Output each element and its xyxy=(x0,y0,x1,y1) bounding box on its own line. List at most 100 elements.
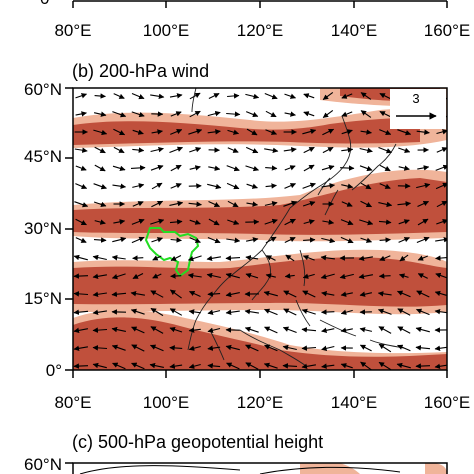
wind-vector xyxy=(301,308,316,315)
wind-vector xyxy=(111,344,126,351)
panel-b-y-tick-0: 0° xyxy=(45,361,62,380)
wind-vector xyxy=(379,183,391,189)
wind-vector xyxy=(360,110,372,118)
wind-vector xyxy=(245,255,259,261)
wind-vector xyxy=(360,182,372,190)
wind-vector xyxy=(416,129,430,135)
wind-vector xyxy=(73,363,89,369)
wind-vector xyxy=(264,92,278,100)
wind-vector xyxy=(93,183,107,190)
panel-b-frame xyxy=(65,87,448,378)
wind-vector xyxy=(227,93,240,99)
wind-vector xyxy=(151,237,164,243)
wind-vector xyxy=(227,219,240,225)
wind-vector xyxy=(284,218,296,226)
wind-vector xyxy=(340,363,353,369)
wind-vector xyxy=(132,147,145,153)
wind-vector xyxy=(282,363,298,369)
wind-vector xyxy=(321,164,335,171)
wind-vector xyxy=(436,219,447,225)
wind-vector xyxy=(379,237,391,243)
wind-vector xyxy=(149,362,165,369)
wind-vector xyxy=(321,345,335,352)
wind-vector xyxy=(416,236,430,244)
wind-vector xyxy=(244,308,259,315)
wind-vector xyxy=(265,236,277,244)
wind-vector xyxy=(396,362,411,369)
wind-vector xyxy=(359,291,373,297)
wind-vector xyxy=(75,111,87,117)
wind-vector xyxy=(75,165,87,171)
wind-vector xyxy=(358,255,373,262)
wind-vector xyxy=(188,201,202,207)
wind-vector xyxy=(169,345,183,351)
wind-vector xyxy=(151,129,163,135)
wind-vector xyxy=(378,273,391,279)
wind-vector xyxy=(188,128,203,135)
wind-vector xyxy=(321,183,336,189)
wind-vector xyxy=(263,308,278,316)
wind-vector xyxy=(322,219,335,225)
wind-vector xyxy=(264,218,278,225)
wind-vector xyxy=(264,344,278,352)
wind-vector xyxy=(170,164,182,172)
wind-vector xyxy=(246,128,258,136)
wind-vector xyxy=(73,345,88,352)
wind-vector xyxy=(398,237,410,243)
top-x-tick-120: 120°E xyxy=(236,21,284,40)
wind-vector xyxy=(284,183,297,189)
wind-vector xyxy=(131,326,145,334)
wind-vector xyxy=(397,344,411,352)
top-x-tick-100: 100°E xyxy=(142,21,190,40)
wind-vector xyxy=(358,273,374,280)
wind-vector xyxy=(169,308,183,316)
top-partial-y-tick: 0 xyxy=(40,0,49,7)
wind-vector xyxy=(112,111,127,118)
wind-vector xyxy=(150,307,164,317)
panel-b-x-tick-140: 140°E xyxy=(330,393,378,412)
wind-vector xyxy=(132,255,144,261)
wind-vector xyxy=(302,255,315,261)
wind-vector xyxy=(75,237,87,243)
wind-vector xyxy=(416,182,431,189)
wind-vector xyxy=(94,164,106,172)
wind-vector xyxy=(150,218,165,225)
wind-vector xyxy=(359,344,372,352)
wind-vector xyxy=(94,219,106,225)
wind-vector xyxy=(92,345,108,351)
wind-vector xyxy=(151,182,163,190)
wind-vector xyxy=(340,165,355,171)
wind-vector xyxy=(283,290,297,298)
panel-b-x-tick-100: 100°E xyxy=(142,393,190,412)
wind-vector xyxy=(341,129,353,135)
wind-vector xyxy=(415,345,431,351)
wind-vector xyxy=(245,146,259,154)
wind-vector xyxy=(130,165,146,171)
wind-vector xyxy=(75,218,87,226)
wind-vector xyxy=(169,363,183,369)
wind-vector xyxy=(321,309,335,315)
wind-vector xyxy=(436,147,447,153)
wind-vector xyxy=(303,111,315,117)
wind-vector xyxy=(417,255,429,261)
wind-vector xyxy=(265,129,278,135)
wind-vector xyxy=(132,129,144,135)
wind-vector xyxy=(377,308,392,315)
wind-vector xyxy=(340,291,353,297)
wind-vector xyxy=(284,237,296,243)
wind-vector xyxy=(189,147,202,153)
wind-vector xyxy=(208,93,220,99)
wind-vector xyxy=(111,326,127,333)
wind-vector xyxy=(416,290,430,298)
wind-vector xyxy=(341,147,354,153)
wind-vector xyxy=(264,201,278,207)
wind-vector xyxy=(112,362,126,370)
wind-vector xyxy=(360,361,372,370)
wind-vector xyxy=(207,363,221,369)
wind-vector xyxy=(207,309,221,315)
wind-vector xyxy=(112,183,127,189)
wind-vector xyxy=(302,182,316,189)
wind-vector xyxy=(359,327,373,333)
wind-vector xyxy=(207,129,221,135)
